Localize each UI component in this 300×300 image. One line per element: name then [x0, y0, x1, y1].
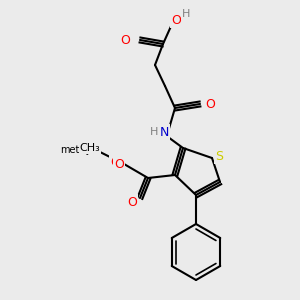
Text: S: S [215, 149, 223, 163]
Text: N: N [159, 125, 169, 139]
Text: O: O [114, 158, 124, 170]
Text: O: O [205, 98, 215, 110]
Text: CH₃: CH₃ [80, 143, 100, 153]
Text: methyl: methyl [96, 149, 101, 150]
Text: O: O [120, 34, 130, 46]
Text: H: H [182, 9, 190, 19]
Text: O: O [171, 14, 181, 26]
Text: O: O [110, 155, 120, 169]
Text: methyl: methyl [60, 145, 94, 155]
Text: O: O [127, 196, 137, 208]
Text: H: H [150, 127, 158, 137]
